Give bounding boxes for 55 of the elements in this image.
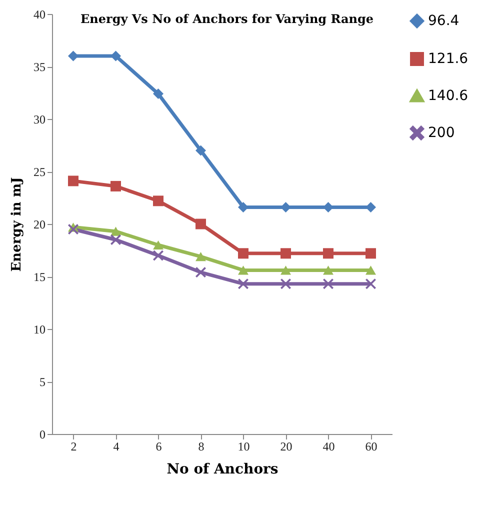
x-tick-label: 20 [280,440,292,454]
y-axis-title: Energy in mJ [10,177,24,272]
x-axis-title: No of Anchors [166,462,278,478]
point [366,202,376,212]
point [110,50,121,62]
point [323,202,334,212]
point [196,267,206,278]
point [366,266,376,275]
point [110,226,121,236]
x-tick-label: 10 [238,440,250,454]
y-tick-label: 15 [34,270,46,284]
y-tick-label: 10 [34,322,46,336]
point [68,224,78,234]
point [196,252,206,262]
point [153,196,164,206]
point [323,266,334,275]
x-tick-label: 40 [322,440,335,454]
point [280,248,291,259]
legend-label: 96.4 [428,13,460,29]
y-tick-label: 30 [34,112,46,126]
x-tick-label: 8 [198,440,204,454]
x-tick-label: 2 [70,440,77,454]
point [238,248,248,259]
y-tick-label: 35 [34,60,46,74]
legend-label: 140.6 [428,88,468,104]
point [153,88,164,100]
point [280,266,291,275]
point [366,278,376,290]
point [153,250,164,261]
x-tick-label: 4 [113,440,120,454]
point [196,145,206,156]
point [280,202,291,212]
point [280,278,291,290]
y-tick-label: 25 [34,165,46,179]
legend-label: 200 [428,125,455,141]
y-tick-label: 5 [40,375,46,389]
x-tick-label: 6 [156,440,162,454]
point [110,180,121,192]
point [110,234,121,245]
chart-title: Energy Vs No of Anchors for Varying Range [80,12,374,26]
legend-label: 121.6 [428,51,468,67]
y-tick-label: 0 [40,428,46,442]
point [238,278,248,290]
point [68,50,78,62]
point [366,248,376,259]
point [68,176,78,186]
point [238,202,248,212]
point [196,218,206,230]
point [323,248,334,259]
point [323,278,334,290]
y-tick-label: 20 [34,218,46,232]
point [153,240,164,250]
point [238,266,248,275]
x-tick-label: 60 [365,440,378,454]
y-tick-label: 40 [34,8,46,22]
